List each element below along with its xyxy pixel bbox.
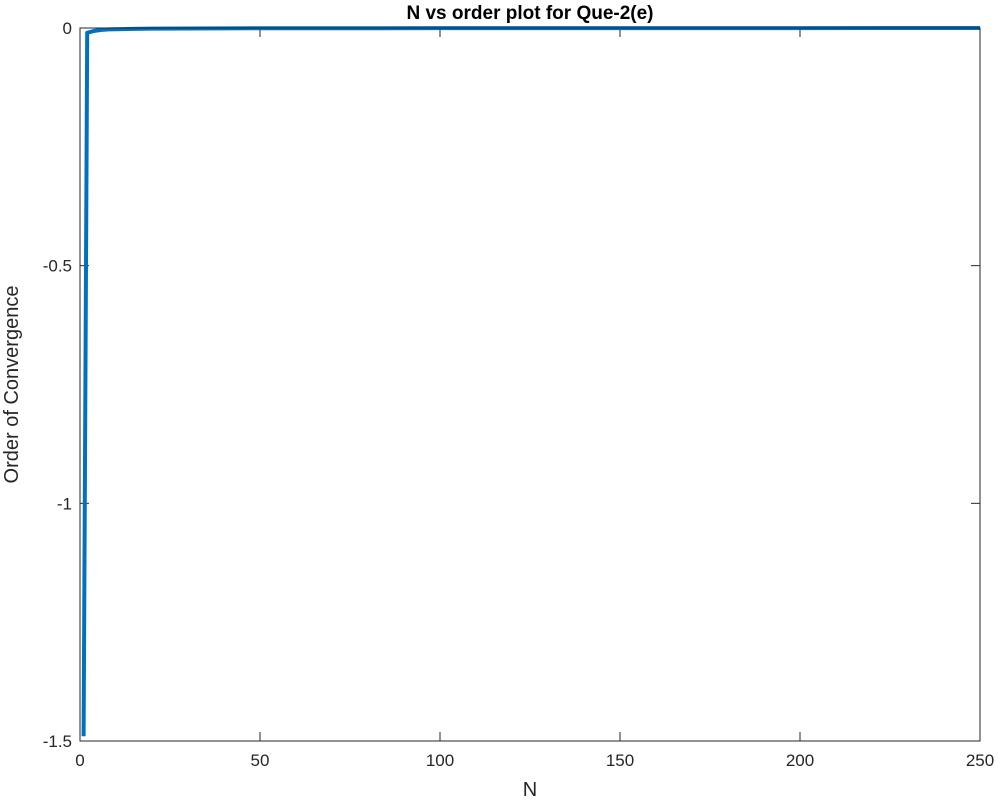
plot-area xyxy=(80,28,980,741)
x-tick-label: 100 xyxy=(426,751,454,770)
chart-title: N vs order plot for Que-2(e) xyxy=(406,3,653,24)
x-tick-label: 200 xyxy=(786,751,814,770)
axes-box xyxy=(79,27,981,742)
y-tick-label: 0 xyxy=(63,19,72,38)
x-tick-label: 0 xyxy=(75,751,84,770)
x-tick-label: 50 xyxy=(251,751,270,770)
y-tick-label: -1.5 xyxy=(43,732,72,751)
y-axis-label: Order of Convergence xyxy=(1,286,23,484)
x-axis-label: N xyxy=(523,779,537,800)
x-tick-label: 250 xyxy=(966,751,994,770)
y-tick-label: -0.5 xyxy=(43,257,72,276)
tick-layer: 0 50 100 150 200 250 -1.5 -1 -0.5 0 xyxy=(43,19,994,770)
y-tick-label: -1 xyxy=(57,494,72,513)
x-tick-label: 150 xyxy=(606,751,634,770)
